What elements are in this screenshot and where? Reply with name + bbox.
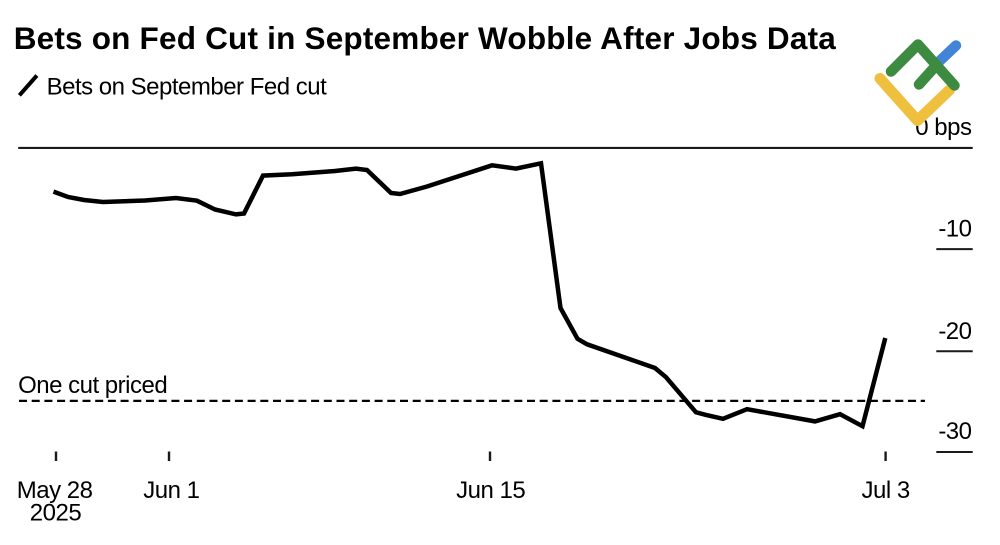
svg-text:-10: -10: [938, 215, 971, 242]
svg-text:May 28: May 28: [17, 477, 93, 504]
svg-text:-20: -20: [938, 318, 971, 345]
svg-text:2025: 2025: [30, 499, 82, 526]
svg-text:Jul 3: Jul 3: [861, 477, 909, 504]
svg-text:Jun 15: Jun 15: [456, 477, 525, 504]
svg-text:Bets on September Fed cut: Bets on September Fed cut: [47, 74, 327, 101]
svg-text:Jun 1: Jun 1: [143, 477, 199, 504]
svg-text:Bets on Fed Cut in September W: Bets on Fed Cut in September Wobble Afte…: [14, 20, 837, 56]
svg-text:One cut priced: One cut priced: [18, 372, 167, 399]
svg-text:-30: -30: [938, 418, 971, 445]
